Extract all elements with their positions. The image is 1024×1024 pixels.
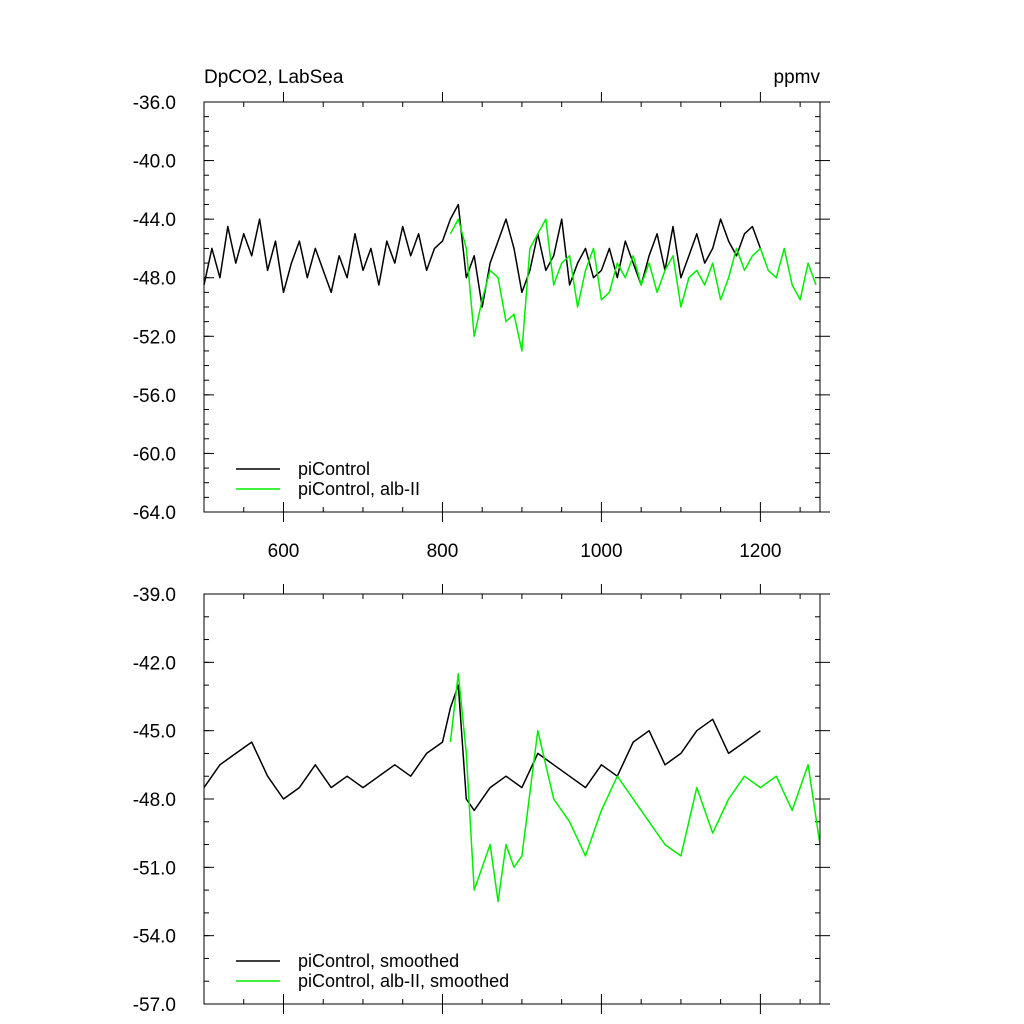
top-axis-ticks: 600 800 1000 1200 -36.0 -40.0 -44.0 -48.0 -52.0 -… <box>133 92 830 562</box>
x-tick-label: 1200 <box>739 541 781 562</box>
top-plot-frame <box>203 101 821 513</box>
panel-top: DpCO2, LabSea ppmv 600 800 1000 1200 -36.0 -4… <box>133 67 830 562</box>
legend-label: piControl, alb-II, smoothed <box>298 971 509 991</box>
y-tick-label: -45.0 <box>133 722 176 743</box>
x-tick-label: 800 <box>427 541 459 562</box>
y-tick-label: -54.0 <box>133 927 176 948</box>
top-series-group <box>203 203 817 352</box>
y-tick-label: -39.0 <box>133 585 176 606</box>
chart-units: ppmv <box>774 67 821 88</box>
y-tick-label: -48.0 <box>133 269 176 290</box>
series-line-picontrol <box>203 684 761 812</box>
panel-bottom: -39.0 -42.0 -45.0 -48.0 -51.0 -54.0 -57.0 piCo… <box>133 584 830 1016</box>
chart-title: DpCO2, LabSea <box>204 67 344 88</box>
y-tick-label: -64.0 <box>133 503 176 524</box>
bottom-series-group <box>203 672 821 903</box>
y-tick-label: -57.0 <box>133 995 176 1016</box>
legend-label: piControl, smoothed <box>298 951 459 971</box>
bottom-plot-frame <box>203 593 821 1005</box>
legend-label: piControl <box>298 459 370 479</box>
y-tick-label: -42.0 <box>133 653 176 674</box>
y-tick-label: -36.0 <box>133 93 176 114</box>
y-tick-label: -56.0 <box>133 386 176 407</box>
y-tick-label: -51.0 <box>133 858 176 879</box>
y-tick-label: -40.0 <box>133 152 176 173</box>
y-tick-label: -44.0 <box>133 210 176 231</box>
series-line-picontrol-alb-ii <box>449 218 817 352</box>
y-tick-label: -60.0 <box>133 444 176 465</box>
x-tick-label: 1000 <box>580 541 622 562</box>
y-tick-label: -48.0 <box>133 790 176 811</box>
legend-label: piControl, alb-II <box>298 479 420 499</box>
x-tick-label: 600 <box>268 541 300 562</box>
series-line-picontrol-alb-ii <box>449 672 821 903</box>
y-tick-label: -52.0 <box>133 327 176 348</box>
series-line-picontrol <box>203 203 762 308</box>
